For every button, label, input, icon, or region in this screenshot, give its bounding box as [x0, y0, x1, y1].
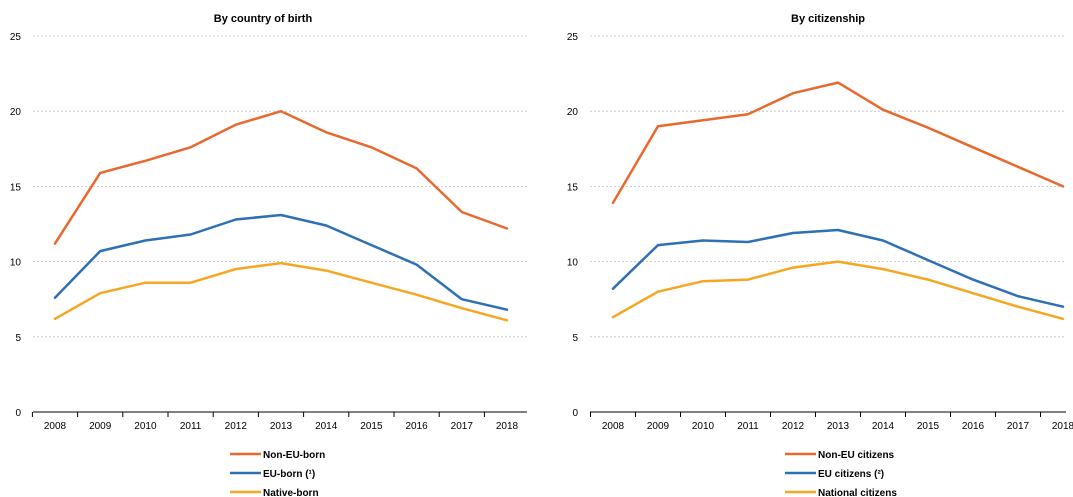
y-tick-label: 5 — [15, 333, 21, 344]
x-tick-label: 2011 — [737, 421, 759, 432]
chart-title: By country of birth — [214, 13, 313, 25]
y-tick-label: 20 — [567, 107, 579, 118]
x-tick-label: 2012 — [225, 421, 248, 432]
y-tick-label: 5 — [572, 333, 578, 344]
legend-label: EU-born (¹) — [263, 469, 315, 480]
chart-panel-1: By country of birth 0 5 10 15 20 25 2008 2009 201… — [10, 13, 527, 497]
y-tick-label: 10 — [567, 258, 579, 269]
x-tick-label: 2010 — [134, 421, 157, 432]
chart-panel-2: By citizenship 0 5 10 15 20 25 2008 2009 2010 2011… — [567, 13, 1073, 497]
x-tick-label: 2016 — [962, 421, 985, 432]
y-tick-label: 10 — [10, 258, 22, 269]
y-tick-label: 15 — [567, 182, 579, 193]
x-tick-label: 2018 — [1052, 421, 1073, 432]
x-tick-label: 2017 — [451, 421, 474, 432]
x-tick-label: 2015 — [360, 421, 383, 432]
y-tick-label: 0 — [572, 408, 578, 419]
x-tick-label: 2018 — [496, 421, 519, 432]
x-tick-label: 2016 — [405, 421, 428, 432]
x-tick-label: 2012 — [782, 421, 805, 432]
legend-label: EU citizens (²) — [818, 469, 884, 480]
series-line-1 — [611, 81, 1065, 205]
series-line-3 — [611, 260, 1065, 321]
legend-label: Non-EU citizens — [818, 450, 895, 461]
x-tick-label: 2010 — [692, 421, 715, 432]
y-tick-label: 0 — [15, 408, 21, 419]
series-line-3 — [53, 261, 509, 322]
y-tick-label: 15 — [10, 182, 22, 193]
x-tick-label: 2008 — [44, 421, 67, 432]
x-tick-label: 2011 — [180, 421, 202, 432]
x-tick-label: 2013 — [270, 421, 293, 432]
legend-label: Non-EU-born — [263, 450, 325, 461]
series-line-1 — [53, 109, 509, 245]
x-tick-label: 2017 — [1007, 421, 1030, 432]
x-tick-label: 2009 — [647, 421, 670, 432]
legend-label: National citizens — [818, 488, 897, 497]
y-tick-label: 25 — [567, 32, 579, 43]
x-tick-label: 2015 — [917, 421, 940, 432]
x-tick-label: 2009 — [89, 421, 112, 432]
x-tick-label: 2008 — [602, 421, 625, 432]
x-tick-label: 2013 — [827, 421, 850, 432]
x-tick-label: 2014 — [315, 421, 338, 432]
x-tick-label: 2014 — [872, 421, 895, 432]
y-tick-label: 25 — [10, 32, 22, 43]
series-line-2 — [53, 213, 509, 311]
legend-label: Native-born — [263, 488, 319, 497]
series-line-2 — [611, 228, 1065, 308]
chart-title: By citizenship — [791, 13, 865, 25]
y-tick-label: 20 — [10, 107, 22, 118]
